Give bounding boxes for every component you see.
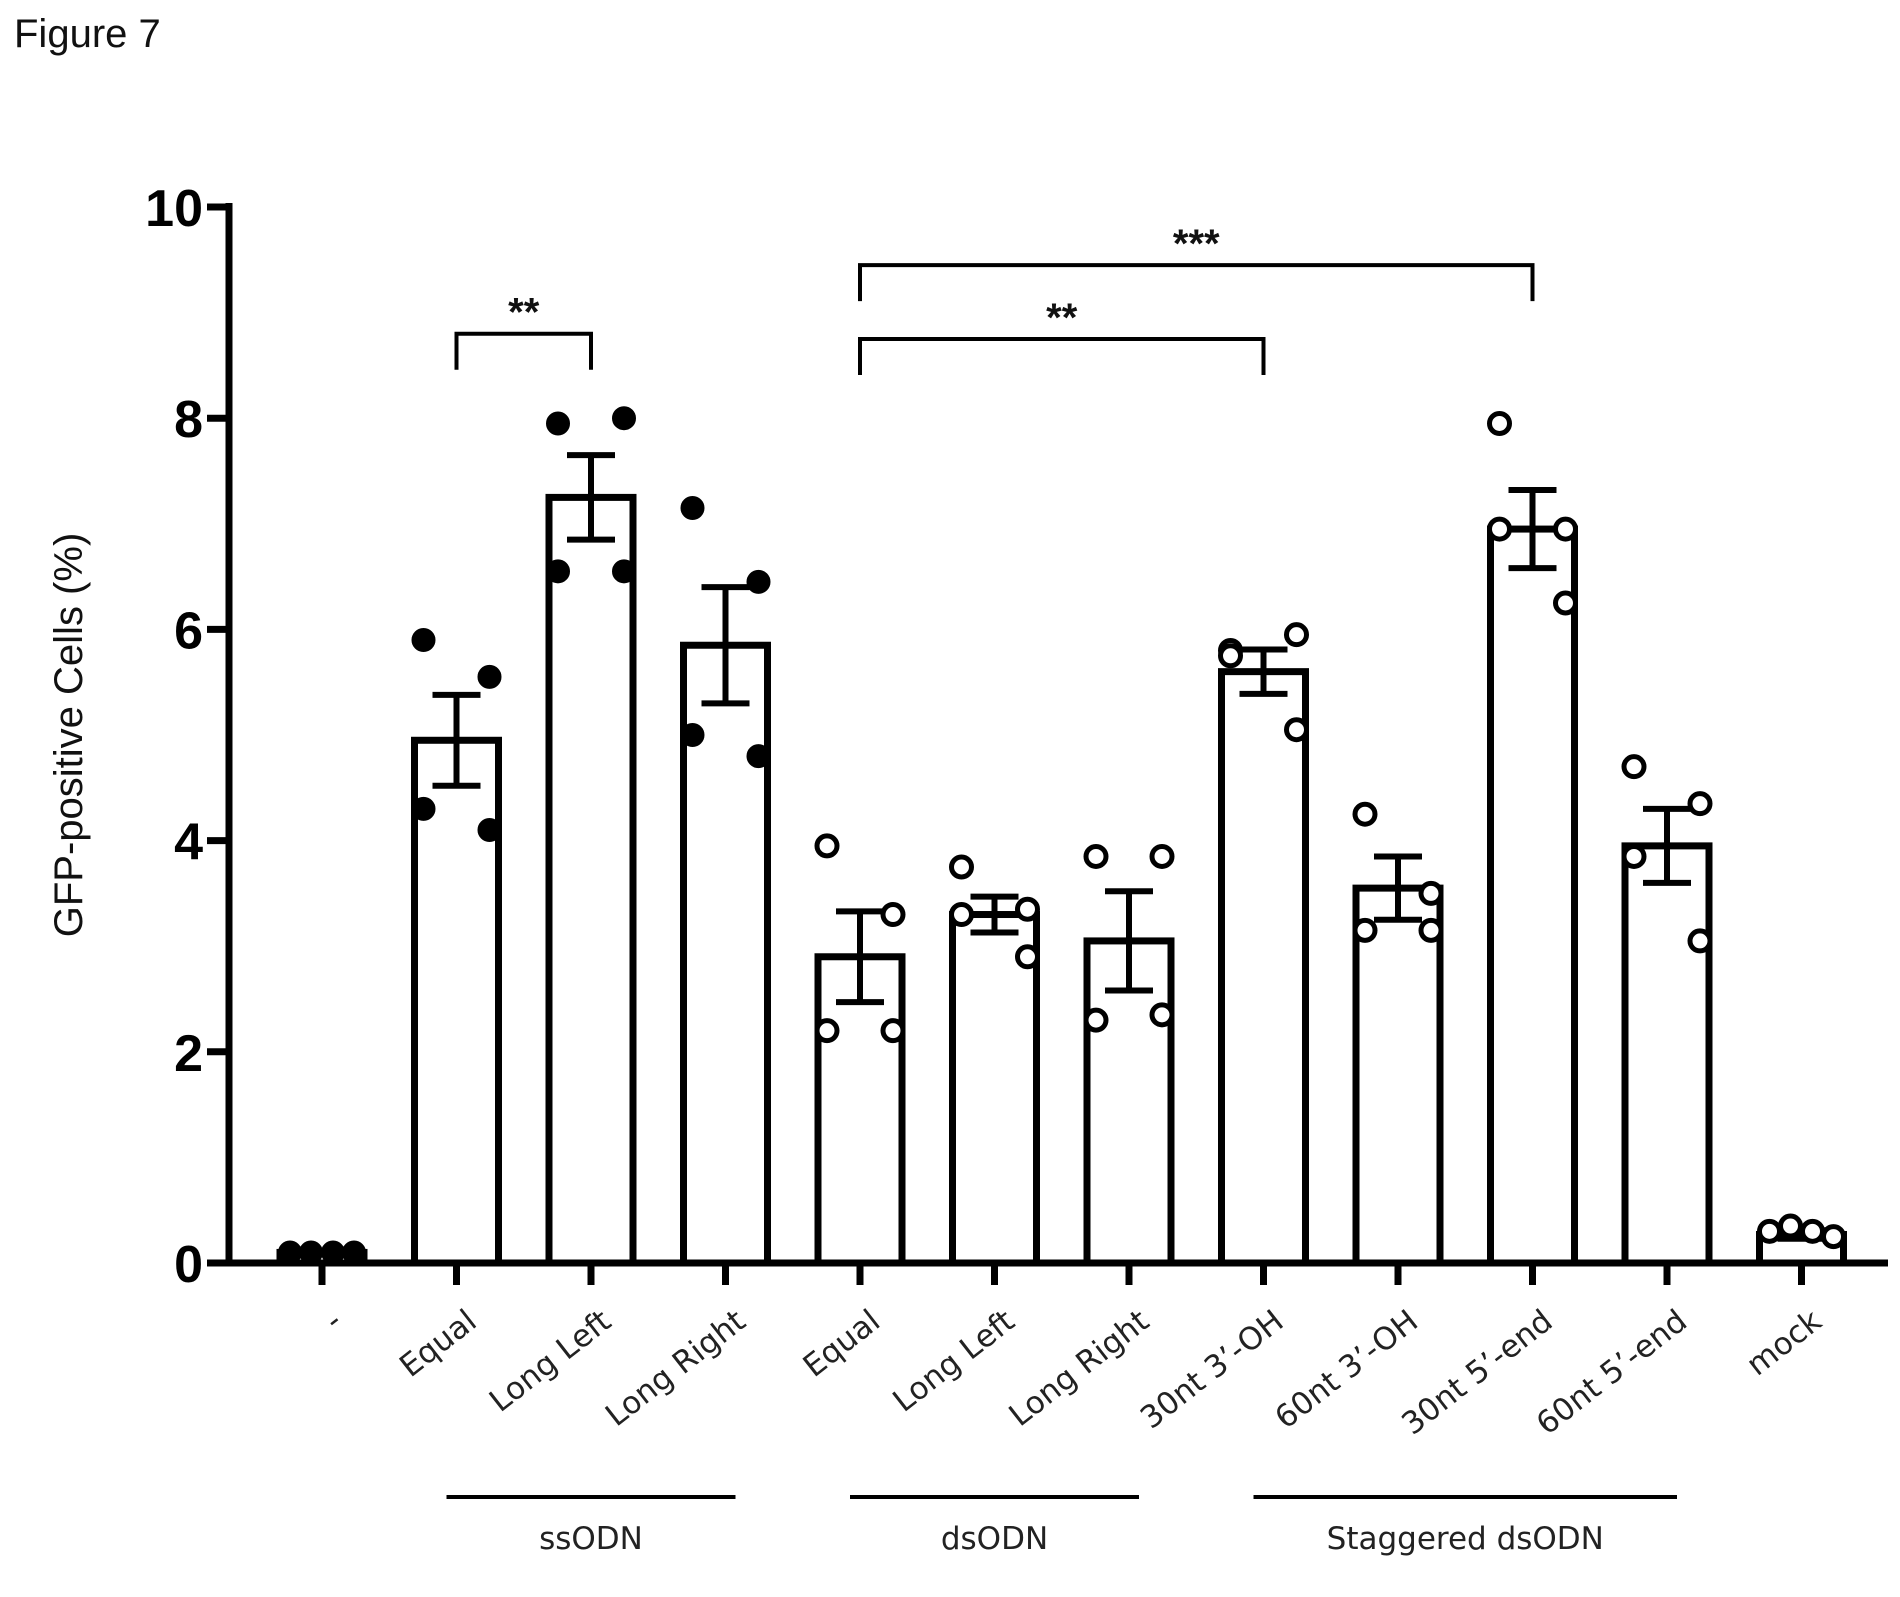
significance-bracket xyxy=(858,263,1535,302)
data-point xyxy=(1149,843,1175,869)
data-point xyxy=(949,902,974,928)
data-point xyxy=(1687,791,1713,817)
data-point xyxy=(1149,1002,1175,1028)
significance-bracket xyxy=(858,337,1266,375)
data-point xyxy=(880,902,906,928)
data-point xyxy=(1015,896,1040,922)
data-point xyxy=(814,1018,840,1044)
data-point xyxy=(612,406,636,431)
data-point xyxy=(814,833,840,859)
y-tick-label: 0 xyxy=(174,1236,203,1294)
data-point xyxy=(1218,643,1243,669)
data-point xyxy=(477,818,502,843)
bar xyxy=(1352,884,1444,1267)
y-tick-label: 6 xyxy=(174,602,203,660)
data-point xyxy=(880,1018,906,1044)
data-point xyxy=(1621,754,1647,780)
x-tick-label: mock xyxy=(1740,1303,1829,1383)
data-point xyxy=(546,559,570,584)
x-tick-label: Equal xyxy=(393,1303,483,1385)
data-point xyxy=(680,495,705,520)
data-point xyxy=(477,664,502,689)
bar xyxy=(1218,668,1309,1267)
data-point xyxy=(411,796,436,821)
group-label: ssODN xyxy=(539,1521,643,1557)
y-tick-label: 2 xyxy=(174,1025,203,1083)
data-point xyxy=(680,723,705,747)
group-label: dsODN xyxy=(941,1521,1048,1557)
y-tick-label: 4 xyxy=(174,814,203,872)
significance-label: ** xyxy=(508,291,540,335)
data-point xyxy=(1015,944,1040,970)
y-tick-label: 10 xyxy=(145,180,203,238)
data-point xyxy=(746,569,771,594)
data-point xyxy=(1821,1224,1846,1250)
data-point xyxy=(746,744,771,769)
data-point xyxy=(1284,622,1309,648)
x-tick-label: Long Right xyxy=(599,1303,752,1434)
data-point xyxy=(1487,516,1512,542)
x-tick-label: 30nt 3’-OH xyxy=(1134,1303,1290,1436)
x-tick-label: Long Right xyxy=(1003,1303,1156,1434)
data-point xyxy=(1352,917,1378,943)
data-point xyxy=(1687,928,1713,954)
data-point xyxy=(1418,880,1444,906)
x-tick-label: Long Left xyxy=(886,1303,1021,1420)
bar xyxy=(545,493,637,1267)
y-tick-label: 8 xyxy=(174,391,203,449)
x-tick-label: Equal xyxy=(797,1303,887,1385)
data-point xyxy=(1083,1007,1109,1033)
x-tick-label: 60nt 5’-end xyxy=(1530,1303,1694,1442)
data-point xyxy=(612,559,636,584)
data-point xyxy=(949,854,974,880)
data-point xyxy=(1778,1213,1803,1239)
data-point xyxy=(1487,410,1512,436)
x-tick-label: Long Left xyxy=(483,1303,618,1420)
figure-label: Figure 7 xyxy=(14,12,161,56)
data-point xyxy=(1553,516,1578,542)
data-point xyxy=(1553,590,1578,616)
y-axis-title: GFP-positive Cells (%) xyxy=(47,533,91,938)
significance-bracket xyxy=(454,331,593,370)
significance-label: *** xyxy=(1173,222,1220,266)
data-point xyxy=(411,627,436,652)
data-point xyxy=(1352,801,1378,827)
group-label: Staggered dsODN xyxy=(1327,1521,1604,1557)
data-point xyxy=(546,411,570,436)
data-point xyxy=(1284,717,1309,743)
data-point xyxy=(1621,843,1647,869)
data-point xyxy=(1757,1218,1782,1244)
data-point xyxy=(1083,843,1109,869)
data-point xyxy=(1418,917,1444,943)
bar xyxy=(1487,525,1578,1267)
data-point xyxy=(1800,1218,1825,1244)
bar xyxy=(1621,842,1713,1267)
significance-label: ** xyxy=(1046,296,1078,340)
x-tick-label: - xyxy=(318,1303,349,1338)
